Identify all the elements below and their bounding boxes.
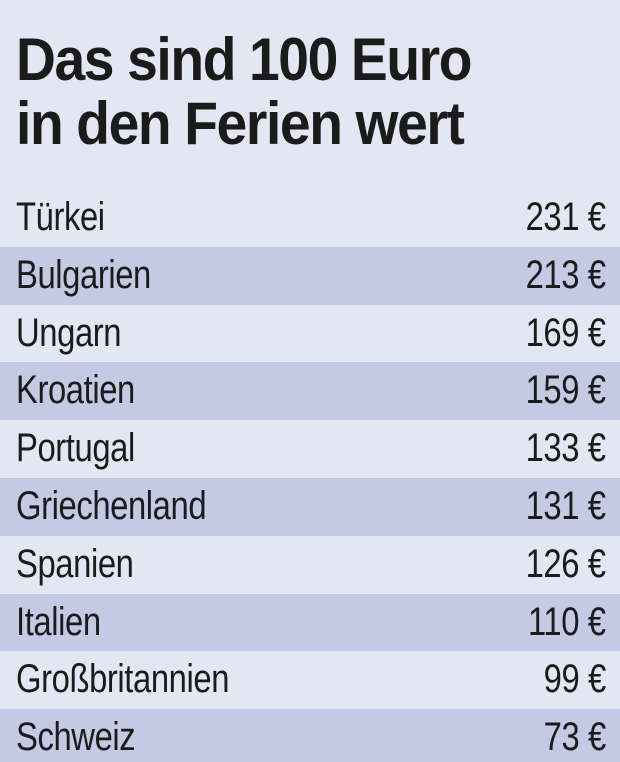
country-label: Griechenland [16,483,207,528]
country-label: Schweiz [16,715,136,760]
table-row: Großbritannien 99 € [0,651,620,710]
table-row: Portugal 133 € [0,420,620,478]
value-label: 213 € [525,252,606,297]
table-row: Italien 110 € [0,593,620,652]
country-label: Großbritannien [16,657,230,702]
table-row: Bulgarien 213 € [0,246,620,305]
table-row: Kroatien 159 € [0,362,620,421]
table-row: Ungarn 169 € [0,304,620,363]
value-label: 159 € [525,368,606,413]
value-label: 73 € [543,715,607,760]
country-label: Kroatien [16,368,135,413]
value-label: 231 € [525,195,606,239]
country-label: Portugal [16,426,135,471]
value-label: 110 € [528,599,606,644]
country-label: Bulgarien [16,252,151,297]
title-line-1: Das sind 100 Euro [16,26,473,93]
country-label: Italien [16,599,101,644]
table-row: Spanien 126 € [0,535,620,594]
title-line-2: in den Ferien wert [16,90,465,157]
table-row: Griechenland 131 € [0,477,620,536]
value-label: 169 € [525,310,606,355]
table-row: Schweiz 73 € [0,709,620,762]
value-label: 126 € [525,541,606,586]
value-table: Türkei 231 € Bulgarien 213 € Ungarn 169 € Kroa… [0,189,620,762]
value-label: 133 € [525,426,606,471]
table-row: Türkei 231 € [0,189,620,247]
page-title: Das sind 100 Euro in den Ferien wert [16,28,564,156]
country-label: Türkei [16,195,105,239]
country-label: Ungarn [16,310,122,355]
value-label: 99 € [543,657,607,702]
country-label: Spanien [16,541,134,586]
value-label: 131 € [525,483,606,528]
